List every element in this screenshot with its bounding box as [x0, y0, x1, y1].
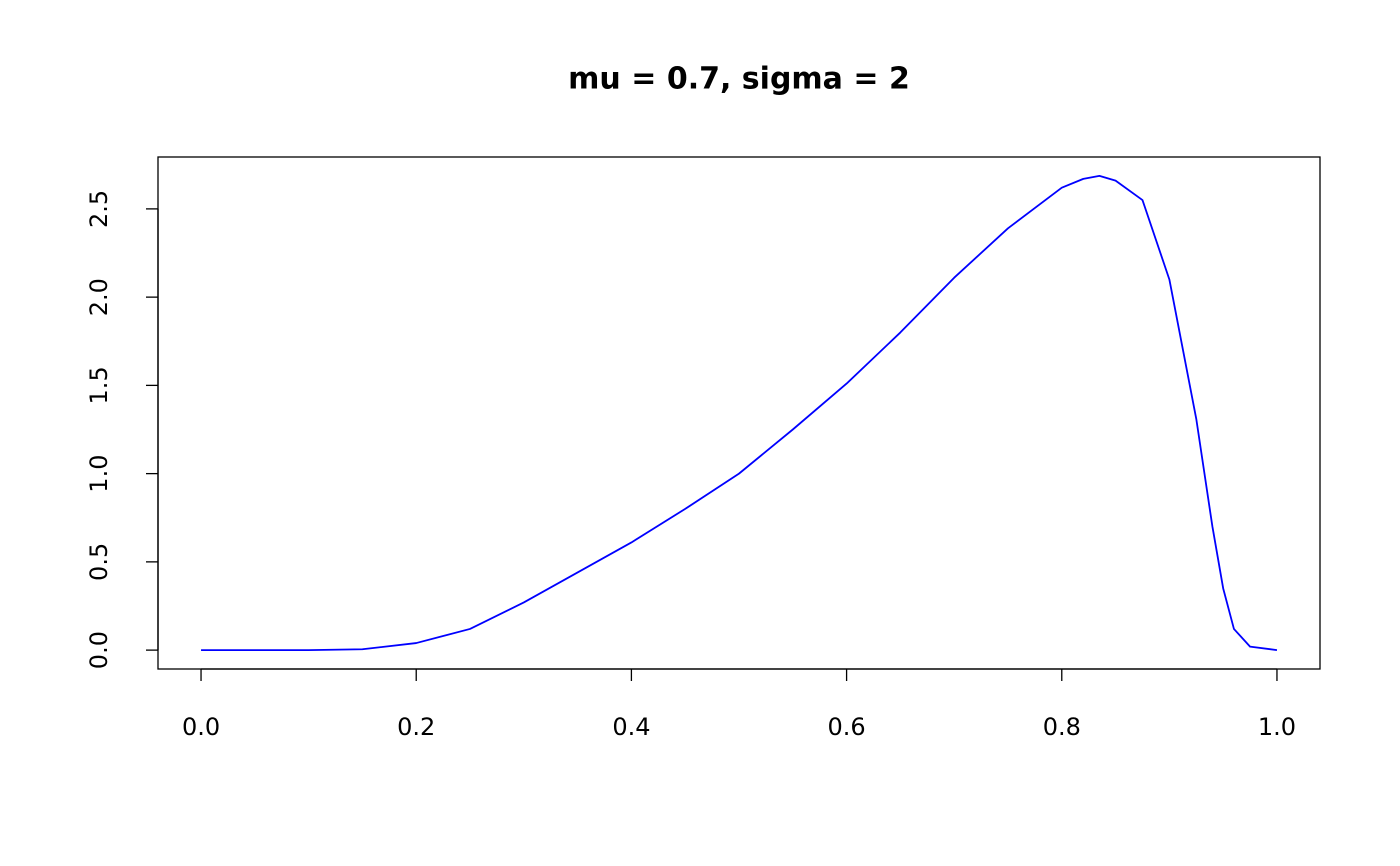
density-line — [201, 174, 1278, 652]
chart-title: mu = 0.7, sigma = 2 — [568, 62, 910, 97]
y-tick-label: 1.5 — [85, 366, 113, 404]
x-tick-label: 0.6 — [828, 713, 866, 741]
x-tick-label: 0.0 — [182, 713, 220, 741]
y-tick-label: 1.0 — [85, 455, 113, 493]
plot-frame — [157, 156, 1321, 670]
x-tick-label: 0.4 — [612, 713, 650, 741]
x-tick-label: 0.2 — [397, 713, 435, 741]
y-tick-label: 0.5 — [85, 543, 113, 581]
y-tick-label: 0.0 — [85, 631, 113, 669]
y-tick-label: 2.5 — [85, 190, 113, 228]
x-tick-label: 1.0 — [1258, 713, 1296, 741]
y-tick-label: 2.0 — [85, 278, 113, 316]
x-tick-label: 0.8 — [1043, 713, 1081, 741]
